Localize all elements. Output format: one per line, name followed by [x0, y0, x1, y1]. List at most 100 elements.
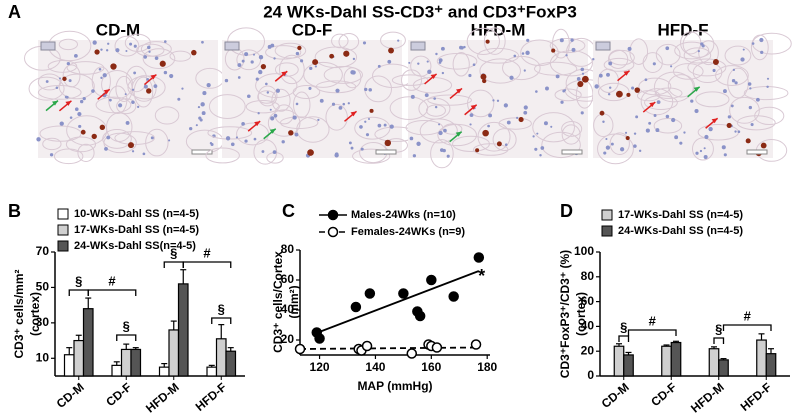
tissue-outline	[292, 85, 321, 100]
data-point	[361, 340, 373, 352]
nucleus	[521, 52, 525, 55]
nucleus	[102, 73, 107, 78]
nucleus	[68, 79, 72, 83]
nucleus	[66, 61, 70, 66]
nucleus	[555, 74, 560, 79]
tissue-outline	[274, 62, 299, 77]
nucleus	[674, 135, 679, 140]
scale-bar	[375, 149, 397, 155]
nucleus	[609, 86, 612, 89]
image-label: HFD-F	[658, 20, 709, 39]
tissue-outline	[561, 124, 581, 145]
nucleus	[272, 150, 277, 155]
stained-cell	[127, 142, 134, 149]
nucleus	[189, 126, 193, 131]
nucleus	[472, 63, 476, 67]
significance-label: §	[620, 319, 627, 334]
stained-cell	[91, 133, 97, 140]
nucleus	[683, 131, 686, 134]
nucleus	[712, 68, 716, 73]
nucleus	[59, 121, 64, 126]
nucleus	[605, 137, 608, 141]
nucleus	[523, 110, 528, 115]
legend-marker	[327, 226, 339, 238]
nucleus	[730, 104, 734, 108]
tissue-outline	[279, 54, 305, 85]
nucleus	[255, 77, 259, 81]
nucleus	[603, 151, 607, 155]
nucleus	[633, 132, 637, 135]
data-point	[314, 333, 325, 344]
stained-cell	[62, 76, 67, 82]
nucleus	[559, 38, 564, 43]
nucleus	[235, 136, 239, 139]
nucleus	[364, 120, 367, 123]
nucleus	[125, 120, 130, 125]
nucleus	[265, 82, 268, 86]
arrow-head	[254, 121, 261, 127]
significance-label: #	[203, 245, 211, 260]
panel-label: C	[282, 201, 295, 221]
tissue-outline	[608, 49, 635, 66]
nucleus	[417, 62, 420, 65]
tissue-outline	[133, 76, 154, 108]
tissue-outline	[65, 136, 97, 153]
nucleus	[368, 88, 372, 92]
x-tick-label: HFD-M	[688, 380, 727, 416]
nucleus	[665, 46, 670, 51]
x-tick-label: 180	[477, 360, 497, 374]
tissue-outline	[736, 115, 776, 131]
y-tick-label: 60	[281, 272, 295, 286]
stained-cell	[475, 148, 480, 153]
stained-cell	[482, 78, 487, 84]
tissue-outline	[169, 50, 192, 62]
nucleus	[350, 146, 354, 150]
significance-label: #	[744, 308, 752, 323]
tissue-outline	[682, 30, 715, 58]
nucleus	[532, 135, 535, 138]
arrow-head	[623, 70, 630, 76]
tissue-outline	[436, 52, 478, 70]
nucleus	[261, 150, 265, 153]
nucleus	[300, 59, 304, 63]
scale-icon	[595, 41, 611, 51]
stained-cell	[745, 138, 751, 144]
nucleus	[540, 146, 545, 150]
y-tick-label: 60	[581, 294, 595, 308]
nucleus	[523, 69, 526, 72]
tissue-outline	[683, 47, 712, 64]
significance-label: #	[649, 313, 657, 328]
tissue-outline	[255, 73, 298, 98]
nucleus	[631, 86, 635, 90]
tissue-outline	[452, 51, 470, 77]
tissue-outline	[597, 133, 634, 165]
nucleus	[703, 154, 708, 159]
nucleus	[181, 87, 184, 90]
y-axis-label: CD3⁺ cells/mm²	[12, 269, 26, 358]
nucleus	[469, 123, 472, 126]
arrow-head	[470, 104, 477, 110]
nucleus	[562, 89, 566, 93]
arrow-head	[456, 88, 463, 94]
nucleus	[580, 111, 584, 115]
tissue-outline	[245, 100, 280, 114]
tissue-outline	[124, 33, 151, 52]
stained-cell	[297, 45, 302, 51]
nucleus	[665, 114, 670, 119]
stained-cell	[191, 49, 197, 56]
nucleus	[237, 76, 241, 79]
tissue-outline	[492, 128, 517, 151]
tissue-outline	[267, 109, 301, 137]
significance-bracket	[211, 317, 232, 324]
x-tick-label: HFD-F	[738, 380, 775, 414]
nucleus	[100, 48, 103, 51]
nucleus	[367, 117, 370, 120]
nucleus	[708, 126, 713, 132]
nucleus	[244, 52, 249, 57]
y-tick-label: 10	[36, 350, 50, 364]
scale-icon	[40, 41, 56, 51]
nucleus	[469, 113, 474, 118]
tissue-outline	[236, 49, 262, 71]
y-tick-label: 100	[574, 244, 594, 258]
nucleus	[550, 125, 553, 128]
